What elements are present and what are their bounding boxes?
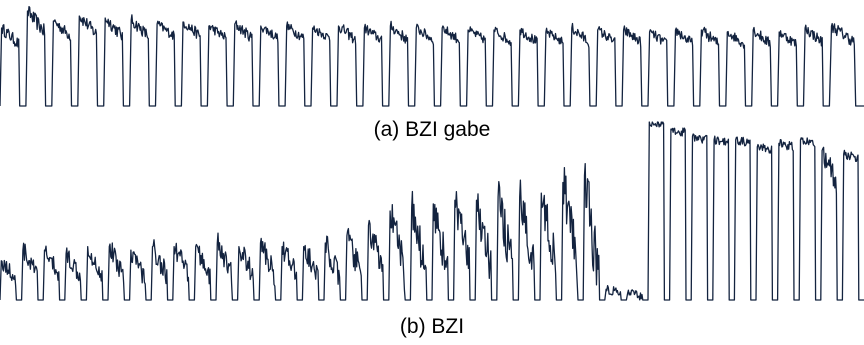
chart-b-caption: (b) BZI: [399, 315, 465, 338]
waveform-b-series-line: [0, 121, 864, 301]
waveform-b-chart: [0, 121, 864, 301]
waveform-a-chart: [0, 5, 864, 107]
chart-a-caption: (a) BZI gabe: [373, 118, 491, 141]
waveform-a-series-line: [0, 5, 864, 107]
